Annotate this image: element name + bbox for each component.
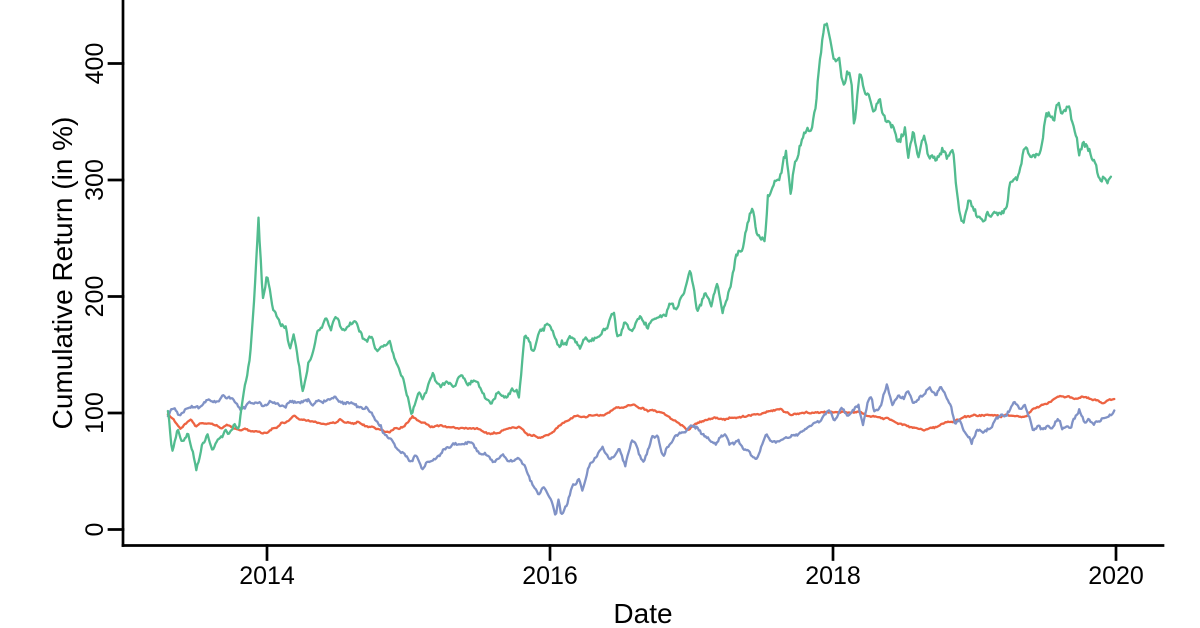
- y-axis-title: Cumulative Return (in %): [47, 117, 78, 430]
- x-tick-label: 2014: [239, 562, 295, 590]
- x-tick-label: 2016: [522, 562, 578, 590]
- series-green-line: [166, 22, 1113, 472]
- series-orange-line: [166, 394, 1116, 440]
- x-tick-label: 2018: [805, 562, 861, 590]
- y-tick-label: 100: [81, 392, 109, 434]
- y-tick-label: 400: [81, 43, 109, 85]
- series-lines: [166, 22, 1116, 516]
- x-tick-label: 2020: [1088, 562, 1144, 590]
- axes: 0 100 200 300 400 2014 2016 2018 2020: [81, 0, 1165, 590]
- y-tick-label: 300: [81, 159, 109, 201]
- series-blue-line: [166, 383, 1116, 516]
- y-tick-label: 0: [81, 523, 109, 537]
- y-tick-label: 200: [81, 276, 109, 318]
- x-axis-title: Date: [613, 598, 672, 628]
